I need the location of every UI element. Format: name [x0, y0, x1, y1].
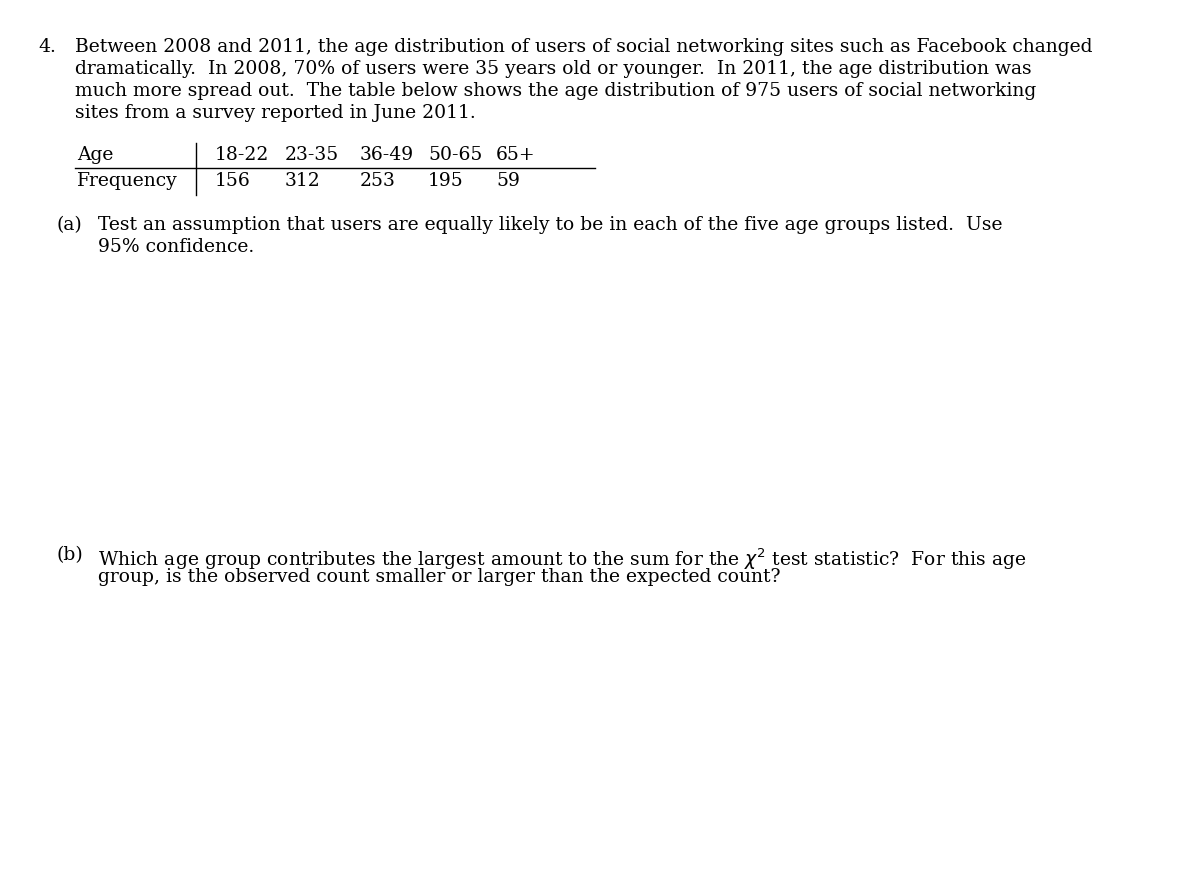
Text: group, is the observed count smaller or larger than the expected count?: group, is the observed count smaller or …	[98, 567, 780, 586]
Text: (b): (b)	[56, 545, 83, 564]
Text: 95% confidence.: 95% confidence.	[98, 238, 254, 255]
Text: dramatically.  In 2008, 70% of users were 35 years old or younger.  In 2011, the: dramatically. In 2008, 70% of users were…	[74, 60, 1032, 78]
Text: 50-65: 50-65	[428, 146, 482, 164]
Text: 156: 156	[215, 172, 251, 190]
Text: Between 2008 and 2011, the age distribution of users of social networking sites : Between 2008 and 2011, the age distribut…	[74, 38, 1092, 56]
Text: Test an assumption that users are equally likely to be in each of the five age g: Test an assumption that users are equall…	[98, 216, 1002, 234]
Text: Which age group contributes the largest amount to the sum for the $\chi^2$ test : Which age group contributes the largest …	[98, 545, 1026, 571]
Text: 23-35: 23-35	[286, 146, 340, 164]
Text: 195: 195	[428, 172, 463, 190]
Text: much more spread out.  The table below shows the age distribution of 975 users o: much more spread out. The table below sh…	[74, 82, 1037, 100]
Text: 36-49: 36-49	[360, 146, 414, 164]
Text: 18-22: 18-22	[215, 146, 269, 164]
Text: Frequency: Frequency	[77, 172, 178, 190]
Text: 4.: 4.	[38, 38, 56, 56]
Text: 253: 253	[360, 172, 396, 190]
Text: 312: 312	[286, 172, 320, 190]
Text: 59: 59	[496, 172, 520, 190]
Text: 65+: 65+	[496, 146, 535, 164]
Text: sites from a survey reported in June 2011.: sites from a survey reported in June 201…	[74, 104, 475, 122]
Text: (a): (a)	[56, 216, 82, 234]
Text: Age: Age	[77, 146, 113, 164]
